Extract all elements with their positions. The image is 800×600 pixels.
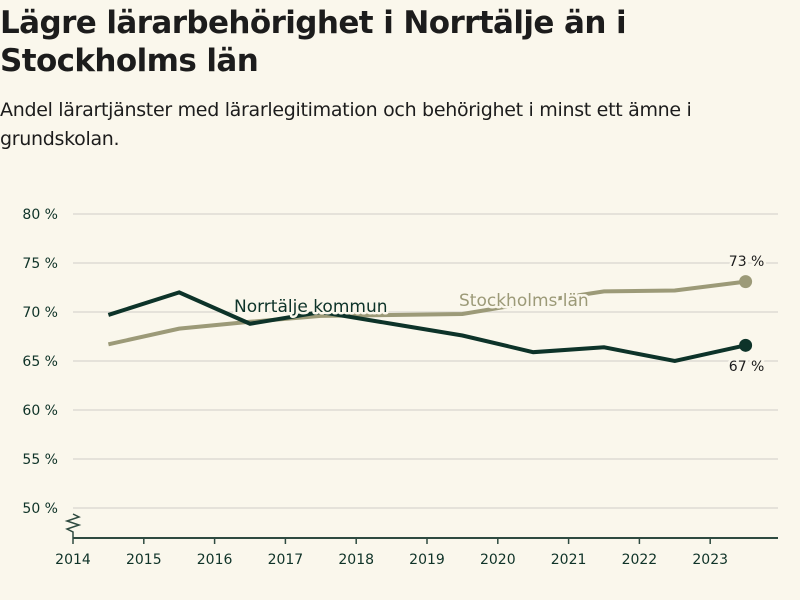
x-tick-label: 2015 <box>126 552 162 568</box>
y-tick-label: 65 % <box>22 354 58 370</box>
series-labels: Norrtälje kommun Stockholms län 73 % 67 % <box>232 252 767 378</box>
end-label-stockholm: 73 % <box>729 254 765 270</box>
x-tick-label: 2017 <box>268 552 304 568</box>
y-axis-tick-labels: 50 % 55 % 60 % 65 % 70 % 75 % 80 % <box>22 207 58 517</box>
end-point-marker <box>739 338 753 352</box>
x-tick-label: 2014 <box>55 552 91 568</box>
series-line-norrtalje <box>107 290 747 364</box>
x-axis: 2014 2015 2016 2017 2018 2019 2020 2021 2022 2023 <box>55 537 778 568</box>
x-tick-label: 2022 <box>622 552 658 568</box>
y-tick-label: 55 % <box>22 452 58 468</box>
x-tick-label: 2021 <box>551 552 587 568</box>
series-line-stockholm <box>107 279 746 347</box>
x-tick-label: 2019 <box>409 552 445 568</box>
x-tick-label: 2023 <box>692 552 728 568</box>
y-tick-label: 75 % <box>22 256 58 272</box>
series-lines <box>107 275 753 364</box>
x-tick-label: 2018 <box>338 552 374 568</box>
series-label-norrtalje: Norrtälje kommun <box>234 297 388 317</box>
chart-title: Lägre lärarbehörighet i Norrtälje än i S… <box>0 5 627 79</box>
y-tick-label: 50 % <box>22 501 58 517</box>
y-tick-label: 80 % <box>22 207 58 223</box>
y-tick-label: 70 % <box>22 305 58 321</box>
axis-break-icon <box>64 513 82 538</box>
axis-break-zigzag <box>64 513 82 538</box>
y-tick-label: 60 % <box>22 403 58 419</box>
chart-subtitle: Andel lärartjänster med lärarlegitimatio… <box>0 99 692 150</box>
end-label-norrtalje: 67 % <box>729 359 765 375</box>
x-tick-label: 2016 <box>197 552 233 568</box>
gridlines <box>73 213 778 509</box>
series-label-stockholm: Stockholms län <box>459 291 589 311</box>
end-point-marker <box>739 275 753 289</box>
x-tick-label: 2020 <box>480 552 516 568</box>
